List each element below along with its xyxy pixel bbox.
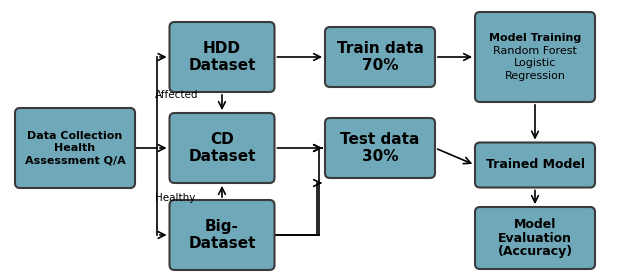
- Text: Trained Model: Trained Model: [486, 158, 584, 172]
- FancyBboxPatch shape: [15, 108, 135, 188]
- Text: HDD: HDD: [203, 41, 241, 56]
- Text: Train data: Train data: [337, 41, 424, 56]
- Text: Regression: Regression: [504, 71, 566, 81]
- FancyBboxPatch shape: [475, 143, 595, 187]
- FancyBboxPatch shape: [475, 207, 595, 269]
- FancyBboxPatch shape: [170, 113, 275, 183]
- Text: Health: Health: [54, 143, 95, 153]
- FancyBboxPatch shape: [170, 200, 275, 270]
- FancyBboxPatch shape: [325, 27, 435, 87]
- Text: CD: CD: [210, 132, 234, 147]
- FancyBboxPatch shape: [170, 22, 275, 92]
- Text: Affected: Affected: [155, 90, 198, 100]
- Text: Model Training: Model Training: [489, 33, 581, 43]
- Text: Dataset: Dataset: [188, 149, 256, 164]
- Text: Dataset: Dataset: [188, 58, 256, 73]
- Text: Assessment Q/A: Assessment Q/A: [24, 155, 125, 165]
- Text: Big-: Big-: [205, 219, 239, 234]
- Text: Random Forest: Random Forest: [493, 46, 577, 56]
- FancyBboxPatch shape: [325, 118, 435, 178]
- Text: Test data: Test data: [340, 132, 420, 147]
- Text: Evaluation: Evaluation: [498, 232, 572, 244]
- Text: Logistic: Logistic: [514, 58, 556, 68]
- Text: Dataset: Dataset: [188, 236, 256, 251]
- Text: Model: Model: [514, 218, 556, 230]
- Text: Healthy: Healthy: [155, 193, 195, 203]
- Text: Data Collection: Data Collection: [28, 131, 123, 141]
- FancyBboxPatch shape: [475, 12, 595, 102]
- Text: (Accuracy): (Accuracy): [497, 245, 573, 259]
- Text: 30%: 30%: [362, 149, 398, 164]
- Text: 70%: 70%: [362, 58, 398, 73]
